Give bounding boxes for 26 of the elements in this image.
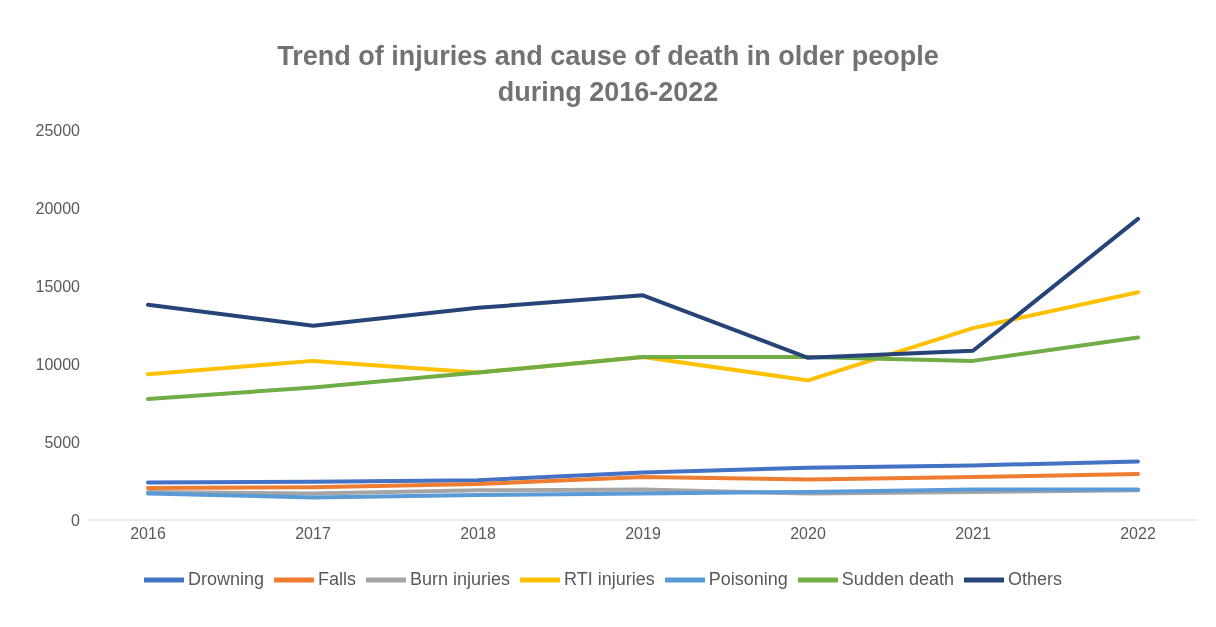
line-series — [146, 471, 1140, 491]
legend-label: Drowning — [187, 568, 265, 589]
y-tick-label: 0 — [71, 511, 81, 529]
legend-label: Burn injuries — [410, 568, 511, 589]
x-tick-label: 2022 — [1120, 525, 1156, 543]
line-series — [146, 335, 1140, 402]
legend-label: Others — [1007, 568, 1062, 589]
x-tick-label: 2017 — [295, 525, 331, 543]
x-tick-label: 2021 — [955, 525, 991, 543]
legend-label: Falls — [318, 568, 357, 589]
line-series — [146, 216, 1140, 360]
x-tick-label: 2019 — [625, 525, 661, 543]
x-tick-label: 2016 — [130, 525, 166, 543]
y-tick-label: 10000 — [35, 355, 81, 373]
line-series — [146, 487, 1140, 500]
chart-title: Trend of injuries and cause of death in older people during 2016-2022 — [276, 40, 940, 109]
x-tick-label: 2018 — [460, 525, 496, 543]
y-tick-label: 25000 — [35, 121, 81, 139]
line-series — [146, 459, 1140, 485]
legend-label: RTI injuries — [564, 568, 655, 589]
x-tick-label: 2020 — [790, 525, 826, 543]
y-tick-label: 5000 — [44, 433, 81, 451]
legend-label: Poisoning — [708, 568, 788, 589]
y-tick-label: 15000 — [35, 277, 81, 295]
y-tick-label: 20000 — [35, 199, 81, 217]
legend-label: Sudden death — [841, 568, 954, 589]
